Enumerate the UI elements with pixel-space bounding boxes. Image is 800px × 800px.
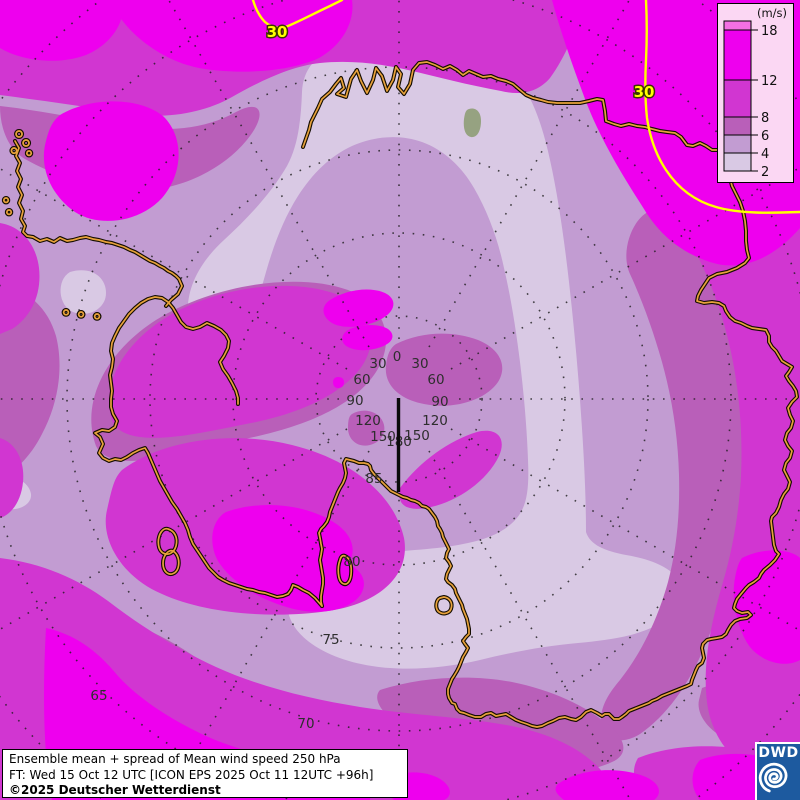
dwd-spiral-icon: [758, 762, 788, 793]
region-6-8: [348, 410, 385, 446]
meridian-label-60w: 60: [353, 372, 370, 388]
isotach-30-label: 30: [634, 83, 655, 101]
latitude-label-80: 80: [343, 554, 360, 570]
legend-tick-12: 12: [761, 74, 778, 89]
latitude-label-65: 65: [90, 688, 107, 704]
meridian-label-90e: 90: [431, 394, 448, 410]
copyright: ©2025 Deutscher Wetterdienst: [9, 783, 221, 797]
forecast-time: FT: Wed 15 Oct 12 UTC [ICON EPS 2025 Oct…: [9, 767, 374, 782]
isotach-30-label: 30: [267, 23, 288, 41]
region-12-18: [733, 550, 800, 664]
region-6-8: [601, 206, 748, 741]
legend-swatch-4-6: [723, 134, 752, 154]
region-12-18: [212, 505, 364, 612]
wind-speed-legend: (m/s) 18 12 8 6 4 2: [716, 2, 796, 184]
meridian-label-30e: 30: [411, 356, 428, 372]
legend-tick-2: 2: [761, 165, 769, 180]
region-8-12: [399, 430, 502, 509]
latitude-label-70: 70: [297, 716, 314, 732]
map-title: Ensemble mean + spread of Mean wind spee…: [9, 752, 341, 766]
region-12-18: [0, 0, 123, 61]
legend-swatch-6-8: [723, 116, 752, 136]
isotach-30-line: [251, 0, 344, 29]
latitude-label-75: 75: [322, 632, 339, 648]
region-2-4: [60, 270, 106, 314]
legend-tick-18: 18: [761, 24, 778, 39]
meridian-label-150e: 150: [404, 428, 430, 444]
region-8-12: [0, 223, 40, 334]
region-12-18: [115, 0, 353, 72]
legend-tick-6: 6: [761, 129, 769, 144]
map-title-box: Ensemble mean + spread of Mean wind spee…: [2, 749, 408, 798]
legend-swatch-gt18: [723, 20, 752, 31]
lake-feature: [463, 108, 481, 138]
meridian-label-150w: 150: [370, 429, 396, 445]
meridian-label-0: 0: [393, 349, 402, 365]
isotach-30-contours: [251, 0, 800, 214]
region-12-18: [342, 324, 393, 351]
region-8-12: [109, 285, 372, 438]
meridian-label-120e: 120: [422, 413, 448, 429]
meridian-label-90w: 90: [346, 393, 363, 409]
meridian-label-30w: 30: [369, 356, 386, 372]
legend-unit-label: (m/s): [757, 6, 787, 20]
isotach-30-line: [644, 0, 800, 214]
dwd-logo-text: DWD: [758, 745, 799, 761]
meridian-label-60e: 60: [427, 372, 444, 388]
region-12-18: [333, 377, 344, 388]
legend-swatch-12-18: [723, 29, 752, 81]
region-6-8: [0, 283, 60, 478]
region-8-12: [0, 438, 24, 518]
region-12-18: [323, 289, 394, 327]
legend-tick-8: 8: [761, 111, 769, 126]
dwd-logo: DWD: [755, 742, 800, 800]
legend-tick-4: 4: [761, 147, 769, 162]
region-2-4: [187, 39, 682, 669]
meridian-label-120w: 120: [355, 413, 381, 429]
region-12-18: [555, 770, 659, 800]
legend-swatch-8-12: [723, 79, 752, 118]
region-12-18: [43, 101, 179, 221]
legend-swatch-2-4: [723, 152, 752, 172]
legend-colorbar: [723, 20, 758, 172]
region-6-8: [385, 333, 503, 406]
latitude-label-85: 85: [365, 471, 382, 487]
